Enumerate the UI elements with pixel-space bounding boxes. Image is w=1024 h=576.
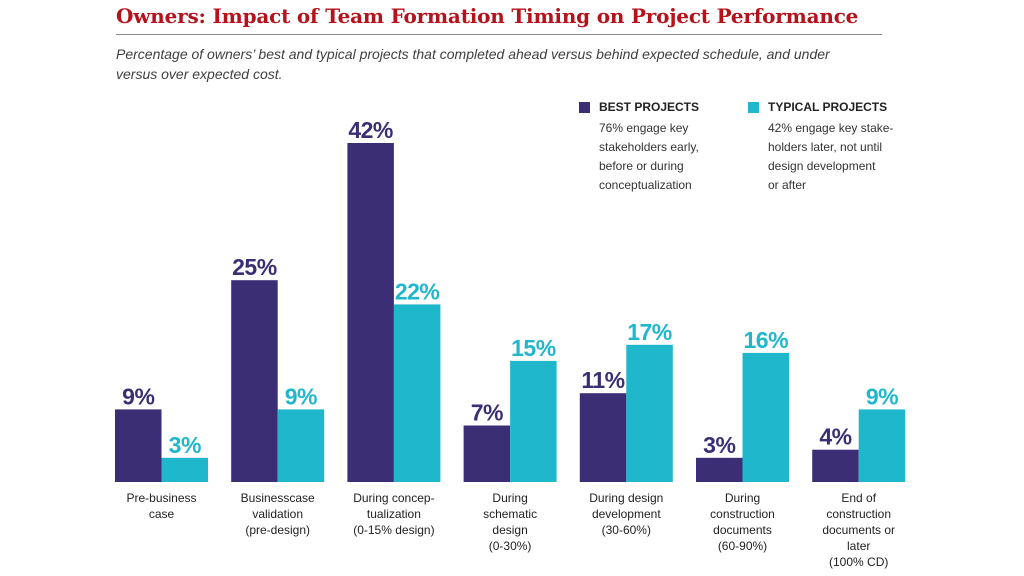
- category-label-line: During: [492, 491, 528, 505]
- legend-swatch-best: [579, 102, 590, 113]
- category-label-line: (0-30%): [488, 539, 532, 553]
- bar-best: [696, 457, 743, 482]
- legend-desc-line: 42% engage key stake-: [768, 121, 894, 135]
- legend-desc-line: 76% engage key: [599, 121, 689, 135]
- bar-typical: [277, 409, 325, 482]
- bar-best: [347, 143, 394, 482]
- data-label-best: 42%: [348, 117, 393, 143]
- bar-typical: [742, 352, 789, 482]
- title-rule: [116, 34, 882, 35]
- category-label: During construction documents (60-90%): [683, 490, 803, 554]
- legend-swatch-typical: [748, 102, 759, 113]
- legend-desc-line: or after: [768, 178, 807, 192]
- category-label-line: (0-15% design): [353, 523, 435, 537]
- bar-best: [463, 425, 511, 482]
- data-label-typical: 22%: [395, 278, 440, 304]
- category-label-line: case: [148, 507, 175, 521]
- data-label-best: 3%: [703, 432, 735, 458]
- category-label: During design development (30-60%): [566, 490, 686, 538]
- category-label-line: End of: [841, 491, 877, 505]
- legend-desc-line: before or during: [599, 159, 684, 173]
- legend-desc-best: 76% engage key stakeholders early, befor…: [599, 119, 699, 195]
- data-label-best: 7%: [471, 400, 503, 426]
- legend-desc-typical: 42% engage key stake- holders later, not…: [768, 119, 893, 195]
- data-label-typical: 15%: [511, 335, 556, 361]
- category-label-line: design: [492, 523, 528, 537]
- data-label-typical: 3%: [169, 432, 201, 458]
- category-label-line: documents: [713, 523, 772, 537]
- category-label: Businesscase validation (pre-design): [218, 490, 338, 538]
- bar-best: [812, 449, 859, 482]
- category-label: During concep-tualization (0-15% design): [334, 490, 454, 538]
- category-label-line: (60-90%): [717, 539, 768, 553]
- bar-typical: [858, 409, 906, 482]
- category-label-line: (30-60%): [601, 523, 651, 537]
- legend-desc-line: stakeholders early,: [599, 140, 699, 154]
- bar-typical: [161, 457, 208, 482]
- category-label-line: Pre-business: [126, 491, 197, 505]
- category-label: Pre-business case: [102, 490, 222, 522]
- category-label-line: During: [724, 491, 761, 505]
- data-label-best: 4%: [819, 424, 851, 450]
- category-label-line: schematic: [483, 507, 538, 521]
- category-label: End of construction documents or later (100%…: [799, 490, 919, 570]
- bar-best: [231, 280, 278, 482]
- category-label: During schematic design (0-30%): [450, 490, 570, 554]
- bar-best: [579, 393, 627, 482]
- data-label-best: 9%: [122, 383, 154, 409]
- chart-title: Owners: Impact of Team Formation Timing …: [116, 4, 859, 28]
- legend-desc-line: holders later, not until: [768, 140, 883, 154]
- category-label-line: During concep-: [353, 491, 435, 505]
- category-label-line: documents or: [822, 523, 896, 537]
- bar-best: [115, 409, 162, 482]
- category-label-line: (pre-design): [245, 523, 311, 537]
- category-label-line: development: [591, 507, 661, 521]
- data-label-best: 25%: [232, 254, 277, 280]
- category-label-line: construction: [710, 507, 775, 521]
- data-label-typical: 9%: [866, 383, 898, 409]
- category-label-line: tualization: [366, 507, 421, 521]
- bar-typical: [626, 344, 673, 482]
- data-label-best: 11%: [581, 367, 624, 393]
- legend-label-typical: TYPICAL PROJECTS: [768, 100, 888, 114]
- data-label-typical: 16%: [744, 327, 789, 353]
- data-label-typical: 9%: [285, 383, 317, 409]
- data-label-typical: 17%: [627, 319, 672, 345]
- category-label-line: Businesscase: [240, 491, 315, 505]
- category-label-line: later: [847, 539, 871, 553]
- bar-typical: [510, 360, 557, 482]
- chart-subtitle: Percentage of owners’ best and typical p…: [116, 46, 830, 82]
- legend-label-best: BEST PROJECTS: [599, 100, 700, 114]
- category-label-line: During design: [589, 491, 664, 505]
- category-label-line: construction: [826, 507, 892, 521]
- category-label-line: (100% CD): [829, 555, 889, 569]
- category-label-line: validation: [252, 507, 304, 521]
- legend-desc-line: conceptualization: [599, 178, 692, 192]
- bar-typical: [393, 304, 441, 482]
- legend-desc-line: design development: [768, 159, 876, 173]
